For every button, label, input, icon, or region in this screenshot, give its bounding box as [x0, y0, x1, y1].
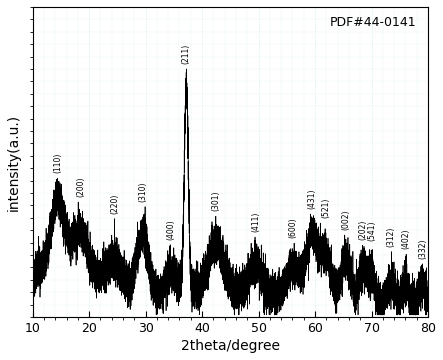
- Text: (411): (411): [251, 212, 260, 232]
- Text: (600): (600): [288, 218, 297, 238]
- Text: (332): (332): [418, 238, 427, 259]
- Text: (541): (541): [367, 221, 376, 242]
- Text: (301): (301): [212, 191, 221, 211]
- Text: (310): (310): [138, 181, 147, 202]
- Text: (312): (312): [387, 226, 396, 247]
- Text: (110): (110): [54, 153, 62, 173]
- Text: (220): (220): [110, 193, 119, 214]
- Text: (202): (202): [358, 220, 368, 240]
- Text: (211): (211): [182, 44, 191, 64]
- Text: (402): (402): [401, 229, 410, 249]
- Text: (200): (200): [76, 177, 85, 197]
- Text: (521): (521): [322, 198, 331, 218]
- Y-axis label: intensity(a.u.): intensity(a.u.): [7, 113, 21, 211]
- Text: (431): (431): [308, 189, 317, 209]
- Text: (400): (400): [167, 219, 175, 240]
- X-axis label: 2theta/degree: 2theta/degree: [181, 339, 280, 353]
- Text: (002): (002): [342, 210, 351, 230]
- Text: PDF#44-0141: PDF#44-0141: [330, 16, 416, 29]
